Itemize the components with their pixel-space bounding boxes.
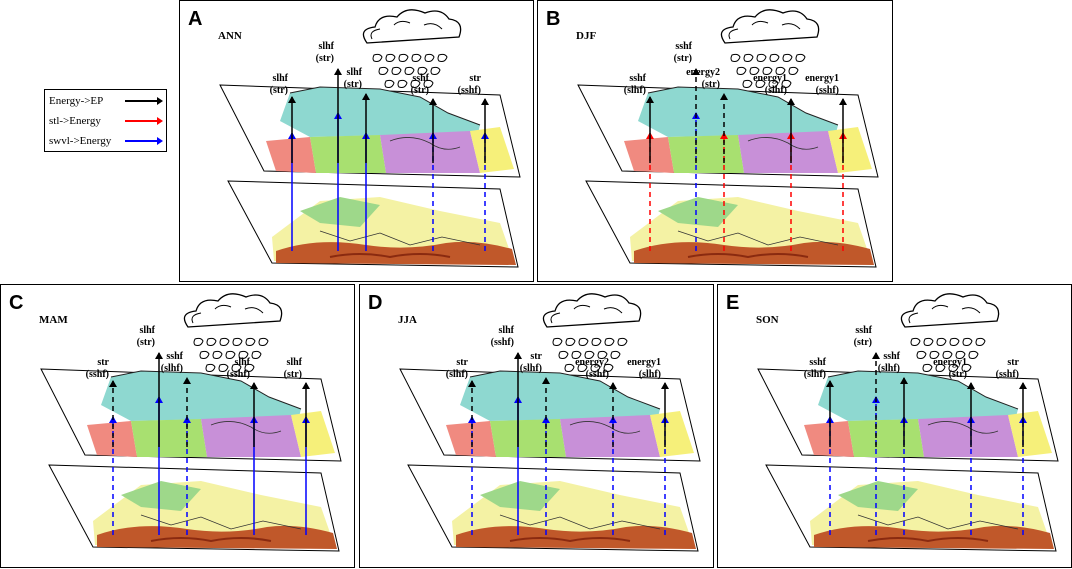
arrow-label-top: str [456,357,468,368]
legend-label-swvl-energy: swvl->Energy [49,135,112,147]
arrow-label-bottom: (slhf) [520,363,542,374]
panel-letter: E [726,292,739,314]
arrow-label-top: sshf [412,73,429,84]
bottom-terrain-plane [48,464,340,552]
panel-b: B DJF sshf (slhf) sshf (str) energy2 (str) energ… [537,0,893,282]
arrow-label-bottom: (sshf) [458,85,481,96]
arrow-label-bottom: (str) [949,369,967,380]
cloud-rain-icon [542,293,642,372]
arrow-label-top: sshf [629,73,646,84]
arrow-label-top: sshf [675,41,692,52]
panel-diagram-svg: ESONsshf(slhf)sshf(str)sshf(slhf)energy1… [726,292,1059,552]
arrow-label-top: sshf [166,351,183,362]
panel-letter: B [546,8,560,30]
arrow-label-bottom: (slhf) [878,363,900,374]
bottom-terrain-plane [227,180,519,268]
panel-diagram-svg: CMAMstr(sshf)slhf(str)sshf(slhf)slhf(ssh… [9,292,342,552]
season-label: SON [756,314,779,326]
arrow-label-bottom: (sshf) [86,369,109,380]
arrow-label-bottom: (slhf) [624,85,646,96]
arrow-label-top: str [97,357,109,368]
arrow-label-top: slhf [346,67,362,78]
arrow-label-bottom: (sshf) [816,85,839,96]
season-label: MAM [39,314,68,326]
arrow-label-bottom: (slhf) [446,369,468,380]
arrow-label-bottom: (str) [270,85,288,96]
legend-label-stl-energy: stl->Energy [49,115,101,127]
legend-arrow-blue [125,137,163,145]
arrow-label-top: slhf [498,325,514,336]
arrow-label-top: energy1 [933,357,967,368]
arrow-label-top: str [530,351,542,362]
top-map-plane [399,368,701,462]
legend-arrow-red [125,117,163,125]
arrow-label-top: sshf [883,351,900,362]
arrow-label-top: sshf [855,325,872,336]
bottom-terrain-plane [765,464,1057,552]
arrow-label-bottom: (str) [284,369,302,380]
season-label: JJA [398,314,417,326]
legend-arrow-black [125,97,163,105]
arrow-label-bottom: (str) [137,337,155,348]
arrow-label-top: slhf [286,357,302,368]
arrow-label-bottom: (slhf) [639,369,661,380]
arrow-label-bottom: (slhf) [765,85,787,96]
panel-e: E SON sshf (slhf) sshf (str) sshf (slhf) energy1… [717,284,1072,568]
panel-letter: A [188,8,202,30]
arrow-label-bottom: (sshf) [586,369,609,380]
cloud-rain-icon [362,9,462,88]
arrow-label-bottom: (sshf) [227,369,250,380]
arrow-label-bottom: (slhf) [804,369,826,380]
panel-diagram-svg: DJJAstr(slhf)slhf(sshf)str(slhf)energy2(… [368,292,701,552]
arrow-label-bottom: (str) [702,79,720,90]
legend-label-energy-ep: Energy->EP [49,95,104,107]
arrow-label-top: energy1 [805,73,839,84]
arrow-label-top: slhf [234,357,250,368]
cloud-rain-icon [900,293,1000,372]
top-map-plane [40,368,342,462]
panel-a: A ANN slhf (str) slhf (str) slhf (str) sshf (str)… [179,0,534,282]
arrow-label-bottom: (str) [674,53,692,64]
top-map-plane [757,368,1059,462]
panel-diagram-svg: AANNslhf(str)slhf(str)slhf(str)sshf(str)… [188,8,521,268]
season-label: ANN [218,30,242,42]
arrow-label-bottom: (slhf) [161,363,183,374]
top-map-plane [219,84,521,178]
arrow-label-top: str [1007,357,1019,368]
season-label: DJF [576,30,596,42]
bottom-terrain-plane [407,464,699,552]
arrow-label-top: slhf [139,325,155,336]
arrow-label-top: str [469,73,481,84]
arrow-label-top: energy2 [575,357,609,368]
arrow-label-bottom: (str) [344,79,362,90]
arrow-label-bottom: (str) [411,85,429,96]
arrow-label-bottom: (sshf) [491,337,514,348]
panel-d: D JJA str (slhf) slhf (sshf) str (slhf) energy2(… [359,284,714,568]
arrow-label-top: slhf [318,41,334,52]
cloud-rain-icon [183,293,283,372]
arrow-label-bottom: (sshf) [996,369,1019,380]
arrow-label-bottom: (str) [316,53,334,64]
arrow-label-top: sshf [809,357,826,368]
panel-c: C MAM str (sshf) slhf (str) sshf (slhf) slhf (ssh… [0,284,355,568]
legend-box: Energy->EP stl->Energy swvl->Energy [44,89,167,152]
arrow-label-top: energy2 [686,67,720,78]
panel-diagram-svg: BDJFsshf(slhf)sshf(str)energy2(str)energ… [546,8,879,268]
arrow-label-bottom: (str) [854,337,872,348]
top-map-plane [577,84,879,178]
arrow-label-top: energy1 [627,357,661,368]
arrow-label-top: energy1 [753,73,787,84]
cloud-rain-icon [720,9,820,88]
panel-letter: D [368,292,382,314]
arrow-label-top: slhf [272,73,288,84]
bottom-terrain-plane [585,180,877,268]
panel-letter: C [9,292,23,314]
